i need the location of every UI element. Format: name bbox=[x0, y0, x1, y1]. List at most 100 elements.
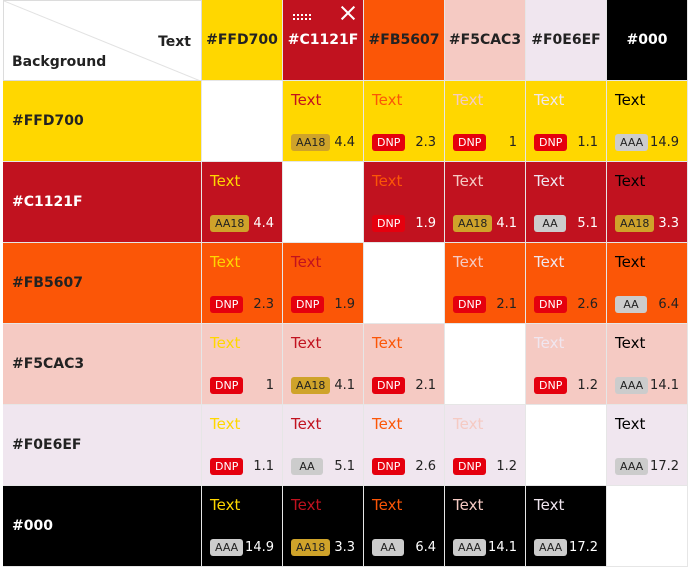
rating-badge: AAA bbox=[453, 539, 487, 556]
contrast-cell: Text DNP 2.6 bbox=[526, 243, 607, 324]
row-header-label: #FB5607 bbox=[12, 275, 83, 291]
sample-text: Text bbox=[372, 91, 403, 109]
empty-cell bbox=[283, 162, 364, 243]
sample-text: Text bbox=[615, 334, 646, 352]
row-header: #C1121F bbox=[3, 162, 202, 243]
rating-badge: AAA bbox=[534, 539, 568, 556]
rating-badge: AAA bbox=[615, 458, 649, 475]
corner-header: Text Background bbox=[3, 0, 202, 81]
contrast-cell: Text AA18 4.4 bbox=[283, 81, 364, 162]
rating-badge: DNP bbox=[372, 377, 406, 394]
contrast-cell: Text AAA 17.2 bbox=[526, 486, 607, 567]
empty-cell bbox=[607, 486, 688, 567]
sample-text: Text bbox=[534, 334, 565, 352]
contrast-cell: Text AA 5.1 bbox=[526, 162, 607, 243]
contrast-cell: Text AAA 14.1 bbox=[607, 324, 688, 405]
drag-handle-icon[interactable] bbox=[293, 10, 311, 26]
sample-text: Text bbox=[453, 253, 484, 271]
row-header-label: #F0E6EF bbox=[12, 437, 82, 453]
sample-text: Text bbox=[372, 496, 403, 514]
contrast-ratio: 2.1 bbox=[415, 378, 436, 393]
contrast-ratio: 2.3 bbox=[253, 297, 274, 312]
close-icon[interactable] bbox=[340, 5, 355, 20]
contrast-ratio: 1.2 bbox=[496, 459, 517, 474]
rating-badge: DNP bbox=[453, 134, 487, 151]
column-header[interactable]: #F5CAC3 bbox=[445, 0, 526, 81]
rating-badge: DNP bbox=[372, 134, 406, 151]
column-header-label: #FB5607 bbox=[368, 32, 440, 48]
sample-text: Text bbox=[453, 496, 484, 514]
column-header[interactable]: #FFD700 bbox=[202, 0, 283, 81]
contrast-cell: Text DNP 1 bbox=[445, 81, 526, 162]
rating-badge: AA18 bbox=[210, 215, 250, 232]
empty-cell bbox=[364, 243, 445, 324]
column-header[interactable]: #000 bbox=[607, 0, 688, 81]
rating-badge: AAA bbox=[615, 134, 649, 151]
sample-text: Text bbox=[210, 334, 241, 352]
contrast-cell: Text AA 6.4 bbox=[607, 243, 688, 324]
row-header: #FB5607 bbox=[3, 243, 202, 324]
contrast-ratio: 3.3 bbox=[334, 540, 355, 555]
contrast-ratio: 1.2 bbox=[577, 378, 598, 393]
contrast-cell: Text AAA 17.2 bbox=[607, 405, 688, 486]
contrast-cell: Text DNP 2.3 bbox=[202, 243, 283, 324]
sample-text: Text bbox=[534, 91, 565, 109]
rating-badge: DNP bbox=[372, 458, 406, 475]
contrast-ratio: 4.4 bbox=[253, 216, 274, 231]
row-header-label: #FFD700 bbox=[12, 113, 84, 129]
row-header-label: #C1121F bbox=[12, 194, 83, 210]
empty-cell bbox=[445, 324, 526, 405]
row-header: #F5CAC3 bbox=[3, 324, 202, 405]
contrast-cell: Text DNP 1.9 bbox=[364, 162, 445, 243]
rating-badge: AA18 bbox=[291, 539, 331, 556]
sample-text: Text bbox=[615, 253, 646, 271]
contrast-cell: Text DNP 1.1 bbox=[526, 81, 607, 162]
sample-text: Text bbox=[615, 91, 646, 109]
sample-text: Text bbox=[534, 253, 565, 271]
rating-badge: AA bbox=[291, 458, 323, 475]
contrast-cell: Text DNP 1.2 bbox=[445, 405, 526, 486]
sample-text: Text bbox=[372, 415, 403, 433]
contrast-cell: Text AA18 3.3 bbox=[607, 162, 688, 243]
contrast-ratio: 6.4 bbox=[415, 540, 436, 555]
contrast-ratio: 1.9 bbox=[415, 216, 436, 231]
column-header[interactable]: #F0E6EF bbox=[526, 0, 607, 81]
sample-text: Text bbox=[372, 172, 403, 190]
sample-text: Text bbox=[615, 415, 646, 433]
contrast-cell: Text AAA 14.1 bbox=[445, 486, 526, 567]
contrast-ratio: 1.1 bbox=[577, 135, 598, 150]
contrast-ratio: 5.1 bbox=[577, 216, 598, 231]
rating-badge: DNP bbox=[453, 458, 487, 475]
contrast-cell: Text DNP 1.2 bbox=[526, 324, 607, 405]
column-header[interactable]: #C1121F bbox=[283, 0, 364, 81]
sample-text: Text bbox=[210, 496, 241, 514]
sample-text: Text bbox=[453, 172, 484, 190]
contrast-cell: Text AAA 14.9 bbox=[202, 486, 283, 567]
contrast-cell: Text DNP 2.6 bbox=[364, 405, 445, 486]
contrast-cell: Text DNP 2.1 bbox=[445, 243, 526, 324]
rating-badge: AA18 bbox=[291, 134, 331, 151]
column-header-label: #C1121F bbox=[287, 32, 359, 48]
rating-badge: DNP bbox=[210, 458, 244, 475]
contrast-cell: Text AA 6.4 bbox=[364, 486, 445, 567]
contrast-ratio: 4.1 bbox=[334, 378, 355, 393]
rating-badge: AA bbox=[372, 539, 404, 556]
column-header-label: #FFD700 bbox=[206, 32, 278, 48]
contrast-cell: Text DNP 2.3 bbox=[364, 81, 445, 162]
contrast-cell: Text DNP 1.1 bbox=[202, 405, 283, 486]
rating-badge: AA18 bbox=[291, 377, 331, 394]
rating-badge: DNP bbox=[534, 296, 568, 313]
rating-badge: DNP bbox=[210, 377, 244, 394]
diagonal-divider bbox=[4, 1, 200, 80]
rating-badge: AA18 bbox=[615, 215, 655, 232]
column-header[interactable]: #FB5607 bbox=[364, 0, 445, 81]
contrast-ratio: 1.1 bbox=[253, 459, 274, 474]
text-axis-label: Text bbox=[158, 34, 191, 50]
contrast-cell: Text DNP 1.9 bbox=[283, 243, 364, 324]
contrast-ratio: 1 bbox=[508, 135, 517, 150]
row-header: #000 bbox=[3, 486, 202, 567]
rating-badge: DNP bbox=[453, 296, 487, 313]
empty-cell bbox=[202, 81, 283, 162]
contrast-ratio: 1 bbox=[265, 378, 274, 393]
contrast-ratio: 2.3 bbox=[415, 135, 436, 150]
